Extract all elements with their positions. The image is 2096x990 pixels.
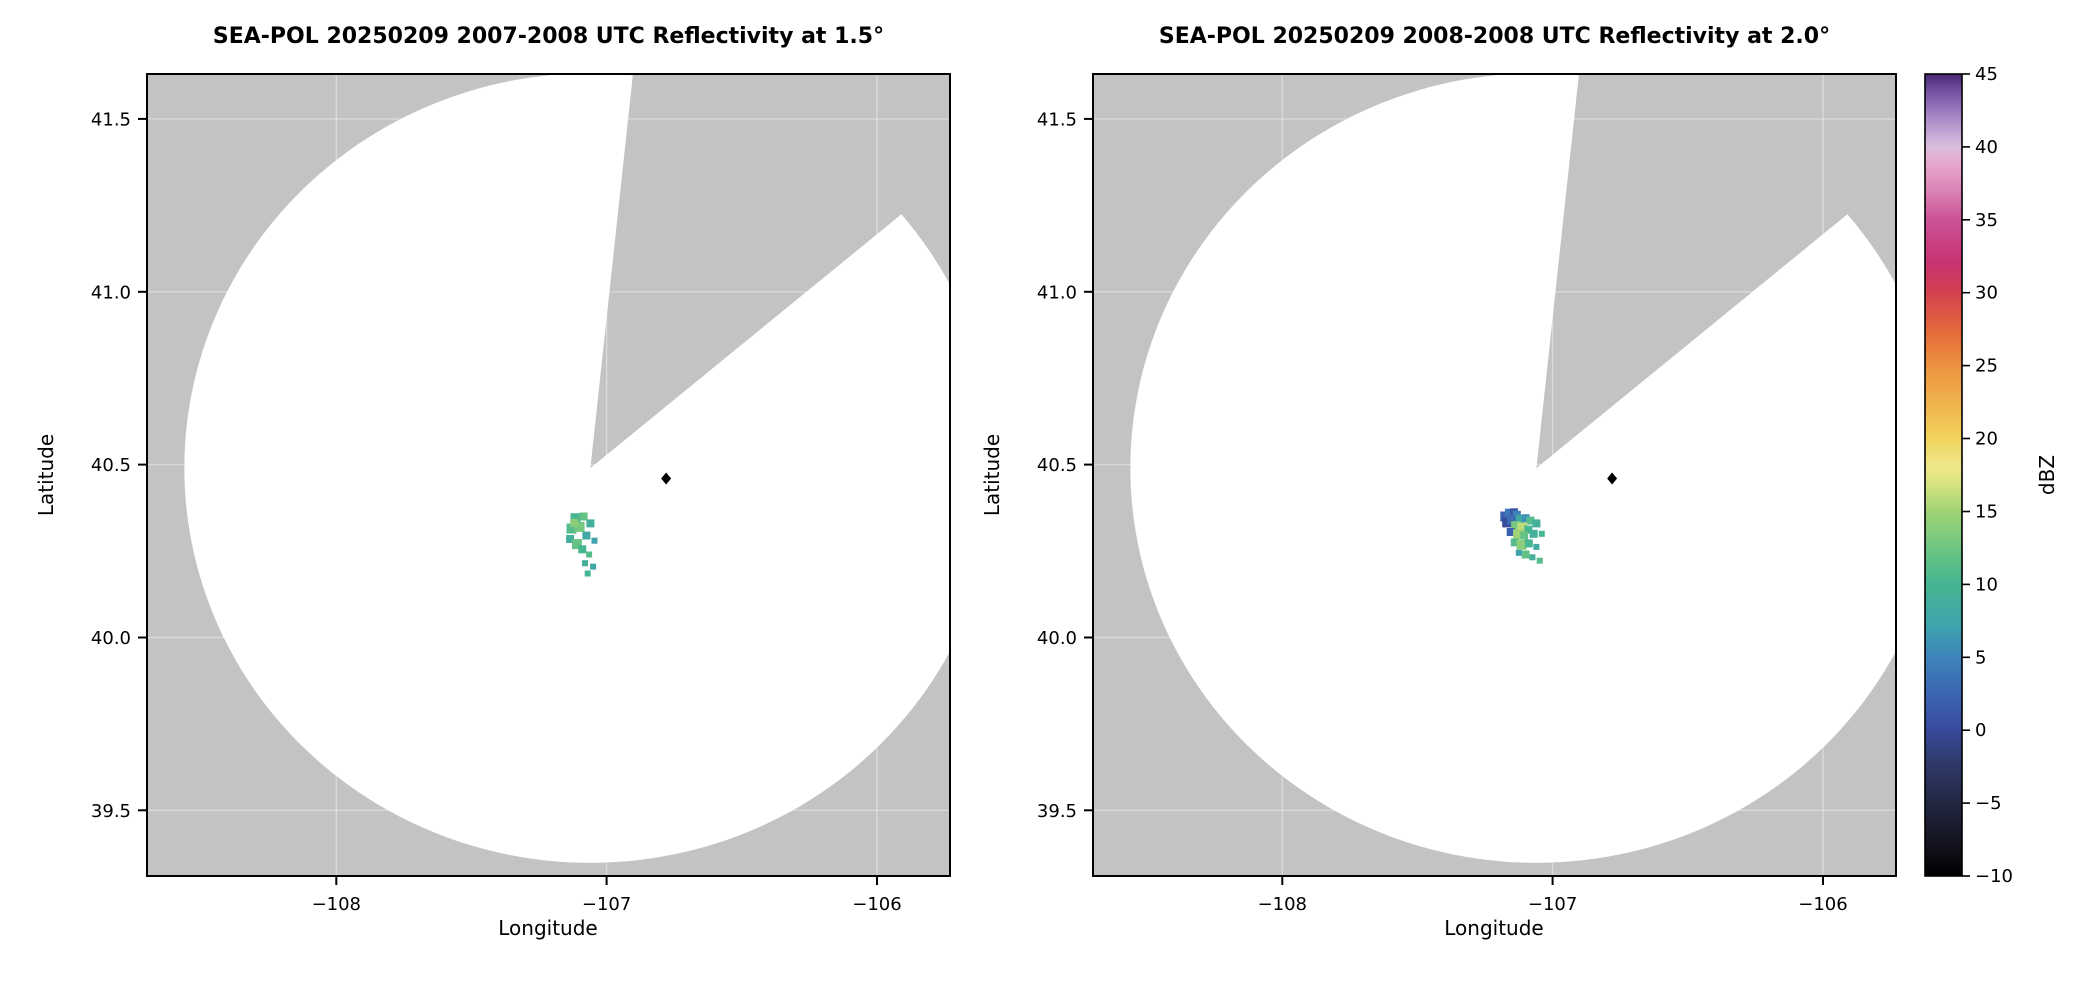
plot-border [1092,73,1897,877]
y-axis-label: Latitude [34,433,58,517]
echo-cell [1526,516,1535,525]
echo-cell [578,545,587,554]
echo-cell [1529,554,1536,561]
colorbar-tick-label: 15 [1975,502,1998,523]
y-tick-label: 39.5 [91,801,131,822]
echo-cell [1504,508,1515,519]
echo-cell [570,513,581,524]
echo-cell [1538,530,1545,537]
radar-ppi-plot: −108 −107 −106 39.5 40.0 40.5 41.0 41.5 [91,73,997,915]
y-tick-label: 40.5 [1037,455,1077,476]
echo-cell [570,518,579,527]
echo-cell [1513,529,1523,540]
colorbar-tick-label: 10 [1975,574,1998,595]
y-tick-label: 41.0 [1037,282,1077,303]
echo-cell [1512,510,1521,519]
echo-cell [1521,550,1530,559]
echo-cell [566,523,577,534]
x-tick-label: −108 [312,894,361,915]
echo-cell [1506,528,1515,536]
colorbar-tick-label: −10 [1975,866,2013,887]
echo-cell [574,521,585,532]
colorbar: −10 −5 0 5 10 15 20 25 30 35 40 45 dBZ [1924,64,2096,887]
colorbar-border [1924,73,1963,877]
y-tick-label: 40.0 [91,628,131,649]
echo-cell [584,570,591,577]
echo-cell [1524,525,1533,534]
y-tick-label: 41.0 [91,282,131,303]
radar-ppi-plot: −108 −107 −106 39.5 40.0 40.5 41.0 41.5 [1037,73,1943,915]
echo-cell [1510,538,1519,547]
colorbar-gradient: −10 −5 0 5 10 15 20 25 30 35 40 45 [1924,64,2013,887]
colorbar-tick-label: −5 [1975,793,2002,814]
echo-cell [1524,539,1533,548]
y-tick-label: 41.5 [91,109,131,130]
echo-cell [1515,514,1526,525]
echo-cell [566,535,575,543]
colorbar-label: dBZ [2035,454,2059,496]
radar-coverage-disc [1130,73,1943,863]
echo-cell [1521,514,1530,523]
y-tick-label: 40.0 [1037,628,1077,649]
x-tick-label: −108 [1258,894,1307,915]
colorbar-tick-label: 25 [1975,356,1998,377]
y-axis-label: Latitude [980,433,1004,517]
radar-panel-elevation-2-0: SEA-POL 20250209 2008-2008 UTC Reflectiv… [980,0,1943,990]
site-marker-diamond [1607,472,1618,485]
echo-cell [1517,522,1528,533]
echo-cell [579,512,588,521]
colorbar-tick-label: 20 [1975,429,1998,450]
echo-cell [1529,529,1538,538]
echo-cell [1536,557,1543,564]
echo-cell [1532,519,1541,528]
x-axis-label: Longitude [1444,916,1544,940]
colorbar-ramp [1925,74,1962,876]
y-tick-label: 41.5 [1037,109,1077,130]
echo-cell [1533,543,1540,550]
x-tick-label: −106 [1798,894,1847,915]
echo-cell [1511,521,1522,532]
echo-cell [1520,531,1529,540]
radar-panel-elevation-1-5: SEA-POL 20250209 2007-2008 UTC Reflectiv… [34,0,997,990]
colorbar-tick-label: 5 [1975,647,1986,668]
colorbar-tick-label: 45 [1975,64,1998,85]
radar-coverage-disc [184,73,997,863]
colorbar-tick-label: 0 [1975,720,1986,741]
echo-cell [586,519,595,528]
echo-cell [590,563,597,570]
panel-title: SEA-POL 20250209 2008-2008 UTC Reflectiv… [1158,24,1831,49]
plot-border [146,73,951,877]
echo-cell [1516,539,1527,550]
panel-title: SEA-POL 20250209 2007-2008 UTC Reflectiv… [212,24,885,49]
echo-cell [582,531,591,540]
x-tick-label: −107 [582,894,631,915]
colorbar-tick-label: 30 [1975,283,1998,304]
y-tick-label: 40.5 [91,455,131,476]
x-tick-label: −106 [852,894,901,915]
echo-cell [571,539,582,550]
y-tick-label: 39.5 [1037,801,1077,822]
echo-cell [591,537,598,544]
site-marker-diamond [661,472,672,485]
x-axis-label: Longitude [498,916,598,940]
colorbar-tick-label: 35 [1975,210,1998,231]
colorbar-tick-label: 40 [1975,137,1998,158]
echo-cell [586,551,593,558]
echo-cell [1507,514,1518,525]
echo-cell [1515,549,1522,556]
x-tick-label: −107 [1528,894,1577,915]
echo-cell [582,560,588,567]
